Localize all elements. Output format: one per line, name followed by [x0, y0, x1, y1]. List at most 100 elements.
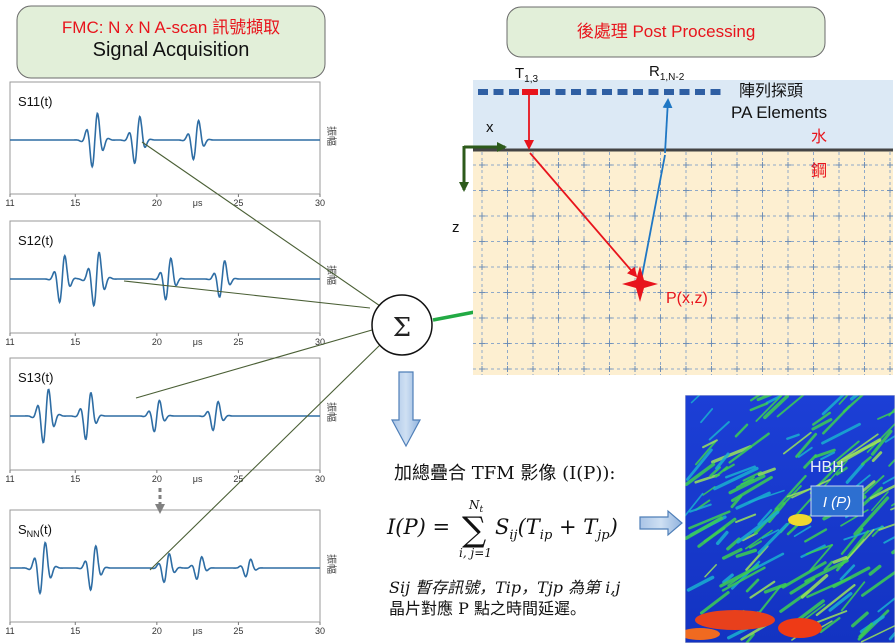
ascan-tick-label: 15 [70, 474, 80, 484]
grid-node [657, 366, 664, 372]
ascan-waveform [10, 541, 320, 596]
ascan-tick-label: 30 [315, 474, 325, 484]
tfm-speckle [689, 503, 712, 513]
ascan-tick-label: 25 [233, 626, 243, 636]
tfm-speckle [721, 547, 743, 560]
grid-node [581, 187, 587, 194]
tfm-speckle [708, 421, 730, 441]
connector-line-snn [149, 341, 384, 571]
grid-node [632, 238, 638, 245]
ascan-plot-frame [9, 357, 321, 471]
tfm-speckle [749, 395, 762, 402]
ascan-unit-label: μs [193, 626, 203, 636]
tfm-speckle [858, 622, 874, 639]
grid-node [581, 340, 587, 347]
tfm-speckle [814, 448, 836, 458]
tfm-speckle [888, 631, 895, 641]
tfm-speckle [866, 422, 895, 453]
tfm-speckle [690, 395, 701, 404]
grid-node [657, 264, 664, 270]
grid-node [530, 213, 536, 219]
grid-node [606, 366, 613, 372]
grid-node [887, 340, 893, 347]
grid-node [581, 366, 587, 372]
array-element [710, 89, 721, 95]
tfm-backwall-echo [685, 628, 720, 640]
grid-node [479, 366, 485, 372]
tfm-speckle [825, 440, 860, 470]
tfm-speckle [888, 458, 895, 467]
grid-node [810, 340, 817, 347]
tfm-speckle [727, 563, 760, 587]
tfm-speckle [749, 402, 769, 412]
array-element [633, 89, 643, 95]
tfm-speckle [715, 452, 730, 470]
tfm-speckle [786, 433, 800, 440]
array-element [571, 89, 581, 95]
specimen-area [473, 80, 893, 375]
grid-node [785, 264, 791, 270]
grid-node [657, 315, 664, 321]
tfm-speckle [735, 513, 757, 524]
ascan-panel: S11(t) 振幅 11 15 20 25 30 μs [5, 81, 338, 208]
grid-node [606, 315, 613, 321]
grid-node [785, 213, 791, 219]
grid-node [810, 289, 817, 296]
grid-node [555, 315, 562, 321]
grid-node [632, 340, 638, 347]
grid-node [734, 289, 740, 296]
grid-node [632, 187, 638, 194]
connector-lines [123, 141, 384, 571]
tfm-ip-badge: I (P) [810, 485, 864, 517]
grid-node [504, 315, 511, 321]
grid-node [683, 289, 689, 296]
ascan-tick-label: 11 [5, 198, 14, 208]
grid-node [887, 187, 893, 194]
formula-upper: Nt [468, 498, 484, 515]
grid-node [530, 366, 536, 372]
grid-node [759, 366, 766, 372]
grid-node [657, 289, 664, 296]
tfm-ip-label: I (P) [823, 494, 851, 511]
tfm-speckle [789, 577, 816, 595]
tfm-image [685, 395, 895, 643]
tfm-speckle [819, 620, 833, 629]
grid-node [504, 238, 511, 245]
array-element [478, 89, 488, 95]
receive-label: R1,N-2 [649, 63, 685, 83]
ascan-tick-label: 15 [70, 626, 80, 636]
grid-node [836, 238, 842, 245]
tfm-speckle [741, 532, 758, 542]
ascan-tick-label: 20 [152, 337, 162, 347]
grid-node [555, 238, 562, 245]
tfm-speckle [845, 462, 865, 484]
tfm-speckle [686, 448, 713, 481]
grid-node [734, 315, 740, 321]
tfm-speckle [749, 580, 776, 599]
tfm-speckle [757, 509, 773, 526]
grid-node [836, 340, 842, 347]
grid-node [887, 289, 893, 296]
grid-node [530, 238, 536, 245]
tfm-speckle [839, 564, 856, 581]
acquisition-title-box: FMC: N x N A-scan 訊號擷取 Signal Acquisitio… [16, 5, 326, 79]
grid-node [479, 289, 485, 296]
grid-node [708, 162, 715, 168]
grid-node [759, 340, 766, 347]
grid-node [555, 187, 562, 194]
grid-node [836, 187, 842, 194]
tfm-speckle [735, 476, 756, 489]
tfm-speckle [871, 491, 889, 512]
grid-node [479, 162, 485, 168]
grid-node [530, 187, 536, 194]
tfm-speckle [782, 431, 812, 455]
grid-node [504, 289, 511, 296]
z-axis-label: z [452, 219, 460, 236]
connector-line-s13 [135, 329, 373, 399]
ascan-unit-label: μs [193, 337, 203, 347]
ascan-plot-frame [9, 509, 321, 623]
tfm-speckle [704, 563, 717, 578]
tfm-speckle [868, 564, 882, 576]
tfm-speckle [728, 432, 770, 464]
